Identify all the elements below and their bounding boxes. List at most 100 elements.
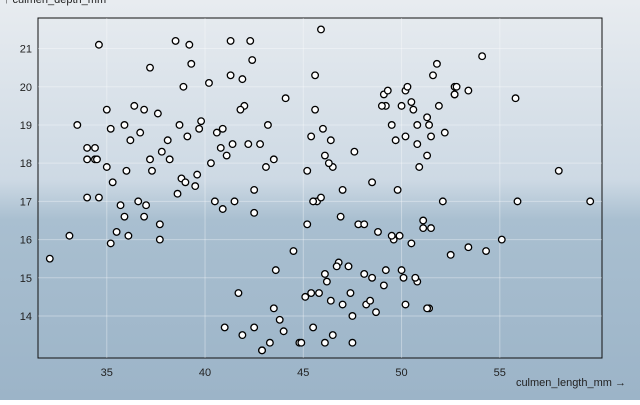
point	[429, 71, 437, 80]
point	[297, 338, 306, 347]
point	[348, 338, 357, 347]
point	[171, 36, 180, 45]
point	[271, 266, 280, 275]
point	[324, 159, 333, 168]
point	[163, 136, 172, 145]
point	[395, 231, 404, 240]
y-tick-label: 19	[20, 120, 32, 132]
point	[425, 121, 434, 129]
point	[157, 147, 166, 156]
point	[427, 224, 435, 233]
y-tick-label: 15	[20, 273, 32, 285]
point	[415, 163, 424, 171]
point	[320, 151, 329, 160]
point	[238, 75, 247, 84]
point	[554, 166, 563, 175]
point	[181, 178, 190, 187]
x-tick-label: 50	[395, 367, 407, 379]
point	[173, 189, 182, 198]
point	[303, 166, 312, 175]
point	[248, 56, 257, 64]
point	[155, 220, 164, 229]
point	[197, 117, 206, 126]
point	[120, 121, 129, 129]
point	[366, 296, 375, 305]
point	[112, 227, 121, 236]
point	[256, 140, 265, 149]
point	[102, 163, 111, 171]
x-tick-label: 45	[297, 367, 309, 379]
point	[309, 197, 318, 206]
point	[427, 132, 435, 141]
point	[65, 231, 74, 240]
point	[136, 128, 145, 137]
point	[185, 40, 194, 49]
point	[73, 121, 82, 129]
point	[262, 163, 270, 171]
point	[281, 94, 290, 103]
y-tick-label: 20	[20, 82, 32, 94]
point	[106, 124, 115, 133]
point	[407, 239, 416, 248]
point	[377, 101, 386, 110]
point	[142, 201, 151, 210]
plot-frame	[37, 17, 603, 359]
point	[106, 239, 115, 248]
point	[423, 151, 432, 160]
point	[336, 212, 345, 221]
point	[482, 247, 491, 255]
point	[372, 308, 380, 317]
point	[350, 147, 359, 156]
point	[222, 151, 231, 160]
point	[434, 101, 443, 110]
point	[497, 235, 506, 244]
point	[226, 71, 235, 80]
point	[407, 98, 416, 106]
point	[269, 155, 278, 164]
point	[391, 136, 400, 145]
point	[301, 292, 310, 301]
point	[148, 166, 156, 175]
point	[303, 220, 312, 229]
point	[195, 124, 204, 133]
point	[226, 36, 235, 45]
point	[413, 140, 422, 149]
point	[120, 212, 129, 221]
point	[397, 101, 406, 110]
point	[379, 281, 388, 290]
point	[360, 220, 369, 229]
point	[328, 331, 337, 340]
point	[250, 323, 259, 332]
point	[205, 78, 213, 87]
point	[464, 243, 473, 252]
point	[218, 124, 227, 133]
point	[338, 300, 347, 309]
point	[464, 86, 473, 95]
point	[263, 121, 272, 129]
point	[183, 132, 192, 141]
point	[246, 36, 255, 45]
point	[265, 338, 274, 347]
point	[124, 231, 133, 240]
point	[511, 94, 520, 103]
x-tick-label: 35	[101, 367, 113, 379]
point	[440, 128, 449, 137]
point	[289, 247, 298, 255]
point	[175, 121, 184, 129]
x-tick-label: 40	[199, 367, 211, 379]
y-tick-label: 21	[20, 44, 32, 56]
point	[244, 140, 253, 149]
point	[191, 182, 200, 191]
point	[446, 250, 455, 259]
point	[348, 312, 357, 320]
point	[83, 155, 92, 164]
point	[116, 201, 125, 210]
point	[399, 273, 408, 282]
point	[193, 170, 202, 179]
point	[368, 178, 377, 187]
point	[234, 289, 243, 298]
point	[307, 132, 316, 141]
point	[122, 166, 131, 175]
point	[238, 331, 247, 340]
